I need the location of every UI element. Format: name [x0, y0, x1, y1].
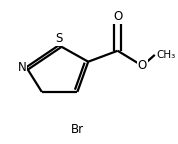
Text: N: N: [18, 61, 26, 74]
Text: O: O: [138, 59, 147, 72]
Text: O: O: [113, 10, 122, 23]
Text: S: S: [55, 32, 62, 45]
Text: CH₃: CH₃: [156, 50, 176, 60]
Text: Br: Br: [71, 123, 84, 136]
